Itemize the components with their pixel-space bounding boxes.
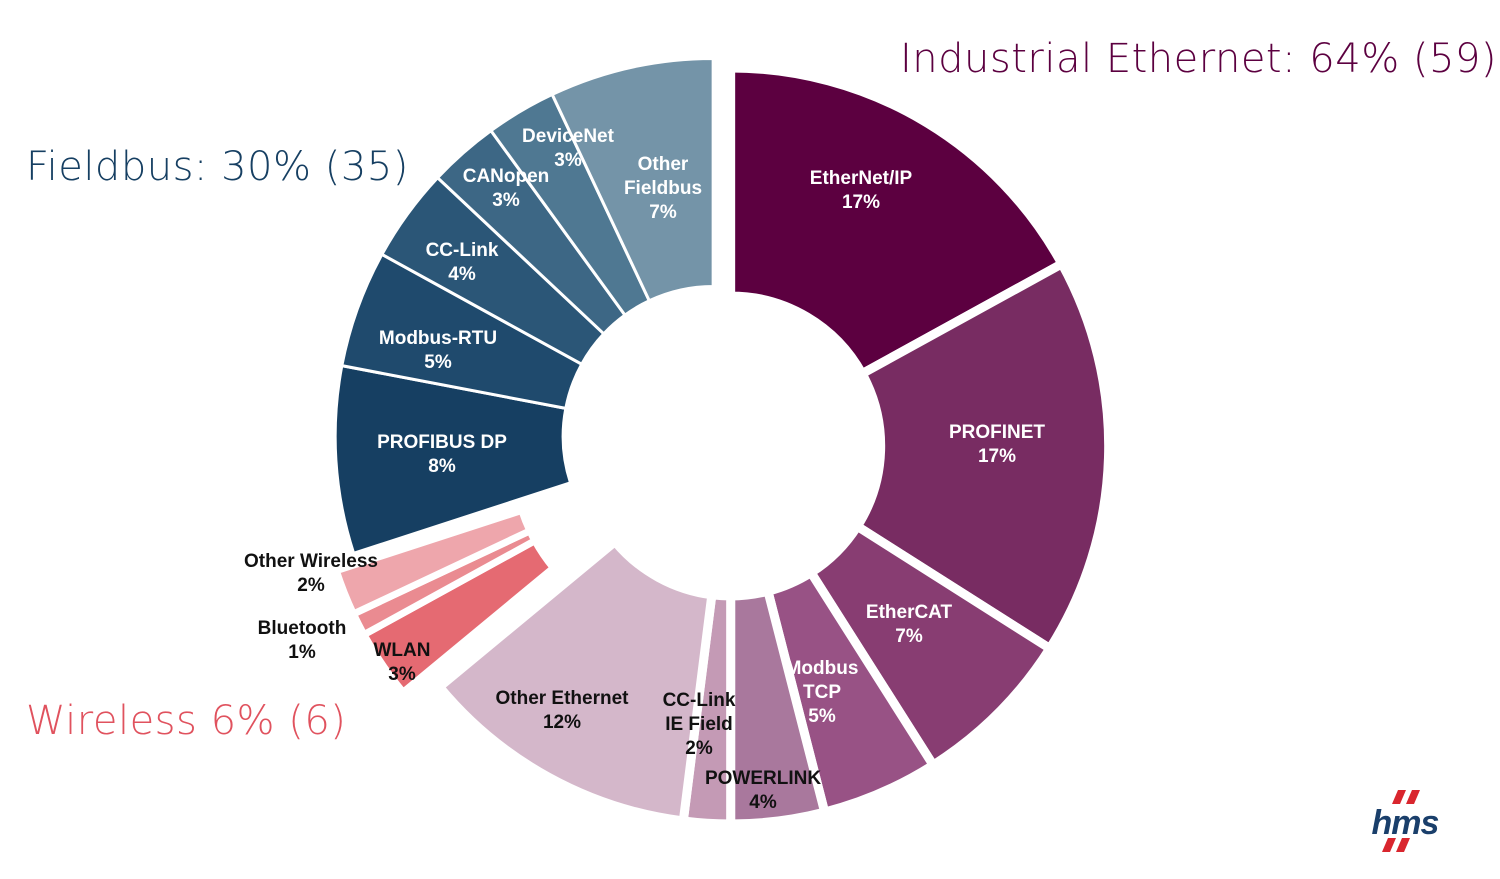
slice-label: CC-Link 4% <box>426 240 499 285</box>
slice-other-ethernet <box>433 535 717 827</box>
slice-other-fieldbus <box>550 56 715 303</box>
slice-label: CC-Link IE Field 2% <box>663 690 736 759</box>
svg-text:hms: hms <box>1372 804 1439 842</box>
group-title-wireless: Wireless 6% (6) <box>26 698 347 744</box>
slice-ethernet-ip <box>726 63 1069 380</box>
group-title-fieldbus: Fieldbus: 30% (35) <box>26 144 409 190</box>
slice-label: Modbus TCP 5% <box>786 658 859 727</box>
slice-label: POWERLINK 4% <box>705 768 821 813</box>
slice-label: Bluetooth 1% <box>258 618 347 663</box>
slice-label: EtherCAT 7% <box>866 602 953 647</box>
slice-label: Other Ethernet 12% <box>495 688 629 733</box>
slice-label: PROFIBUS DP 8% <box>377 432 507 477</box>
slice-profinet <box>851 257 1114 655</box>
group-title-industrial-ethernet: Industrial Ethernet: 64% (59) <box>900 36 1498 82</box>
slice-label: PROFINET 17% <box>949 422 1045 467</box>
slice-label: Other Wireless 2% <box>244 551 378 596</box>
slice-label: Other Fieldbus 7% <box>624 154 702 223</box>
slice-label: CANopen 3% <box>463 166 550 211</box>
slice-label: DeviceNet 3% <box>522 126 615 171</box>
slice-other-wireless <box>331 506 535 619</box>
slice-label: EtherNet/IP 17% <box>810 168 913 213</box>
slice-label: Modbus-RTU 5% <box>379 328 497 373</box>
slice-label: WLAN 3% <box>374 640 431 685</box>
hms-logo: hms <box>1372 790 1440 852</box>
